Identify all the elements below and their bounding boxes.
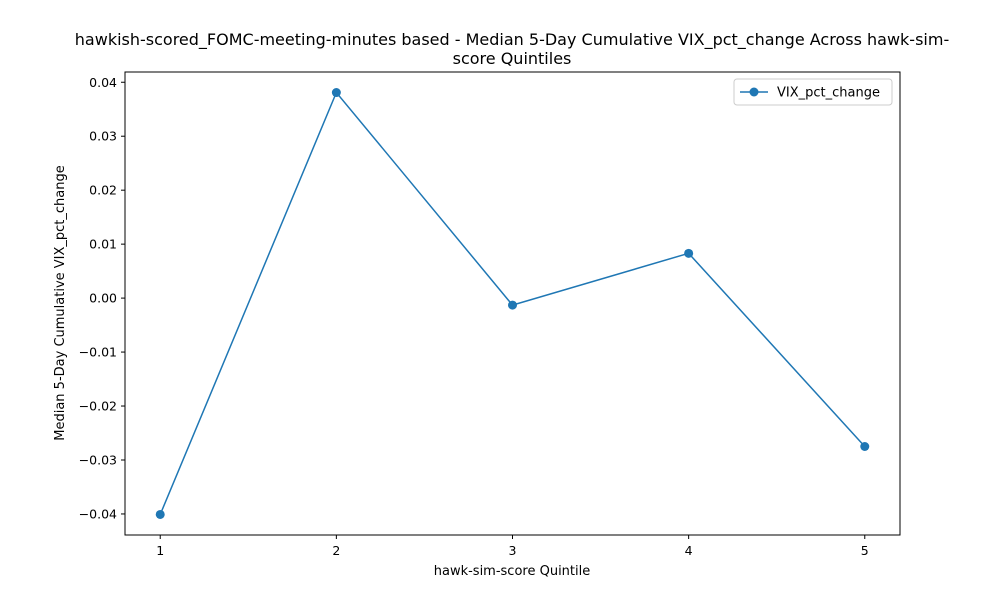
y-tick-label: −0.02	[79, 399, 117, 414]
x-tick-label: 3	[509, 543, 517, 558]
y-tick-label: −0.01	[79, 345, 117, 360]
legend-box	[733, 78, 893, 106]
data-point	[684, 248, 694, 258]
y-tick-label: 0.04	[89, 75, 117, 90]
x-tick-label: 2	[332, 543, 340, 558]
series-markers	[155, 88, 870, 519]
y-axis-label: Median 5-Day Cumulative VIX_pct_change	[53, 165, 68, 440]
x-axis-label: hawk-sim-score Quintile	[434, 564, 591, 579]
legend-label: VIX_pct_change	[777, 86, 880, 101]
x-tick-label: 5	[861, 543, 869, 558]
data-point	[860, 442, 870, 452]
y-tick-label: 0.03	[89, 129, 117, 144]
x-tick-label: 4	[685, 543, 693, 558]
data-point	[508, 300, 517, 310]
x-axis: 1 2 3 4 5	[156, 535, 869, 558]
legend-marker-swatch	[749, 87, 759, 97]
data-point	[331, 88, 341, 98]
y-tick-label: 0.01	[89, 237, 117, 252]
x-tick-label: 1	[156, 543, 164, 558]
chart-title-line-2: score Quintiles	[453, 49, 572, 68]
y-tick-label: 0.02	[89, 183, 117, 198]
y-tick-label: −0.04	[79, 506, 117, 521]
legend: VIX_pct_change	[733, 78, 893, 106]
y-tick-label: 0.00	[89, 291, 117, 306]
y-tick-label: −0.03	[79, 452, 117, 467]
data-point	[155, 509, 165, 519]
chart-title-line-1: hawkish-scored_FOMC-meeting-minutes base…	[75, 30, 949, 50]
y-axis: −0.04 −0.03 −0.02 −0.01 0.00 0.01 0.02 0.03 0.04	[79, 75, 125, 521]
